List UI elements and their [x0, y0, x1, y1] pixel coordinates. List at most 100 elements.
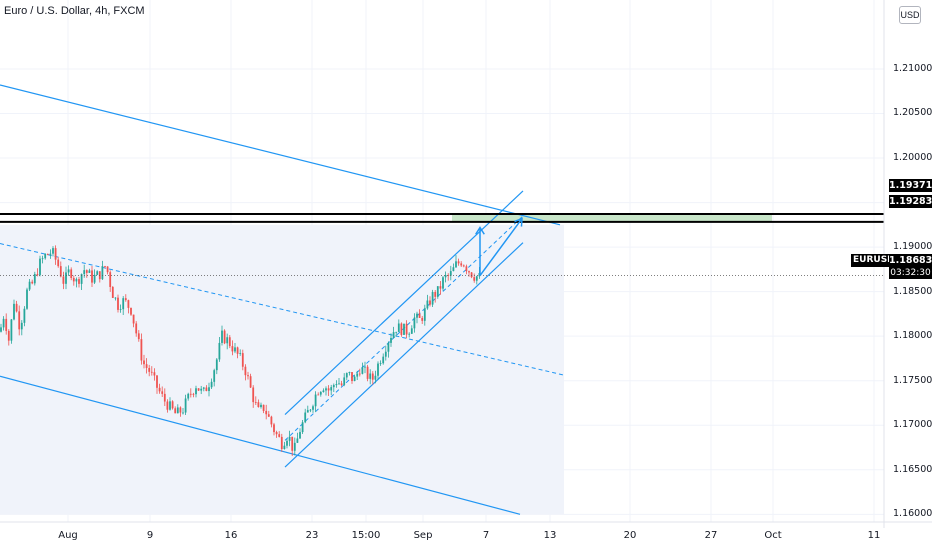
candle-body-142	[369, 373, 372, 379]
candle-body-108	[280, 436, 283, 450]
candle-body-71	[184, 398, 187, 413]
candle-body-106	[275, 432, 278, 435]
time-tick-2: 16	[224, 530, 238, 541]
candle-body-69	[179, 407, 182, 413]
candle-body-12	[31, 281, 34, 284]
candle-body-109	[283, 445, 286, 450]
candle-body-112	[291, 436, 294, 451]
candle-body-141	[366, 366, 369, 379]
candle-body-126	[327, 388, 330, 391]
chart-overlays	[0, 213, 884, 277]
candle-body-23	[59, 266, 62, 277]
candle-body-63	[163, 393, 166, 402]
candle-body-97	[252, 387, 255, 403]
candle-body-65	[169, 401, 171, 410]
candle-body-127	[330, 387, 333, 391]
candle-body-107	[278, 434, 281, 437]
candle-body-122	[317, 394, 320, 396]
candle-body-111	[288, 436, 291, 441]
time-tick-5: Sep	[413, 530, 433, 541]
candle-body-36	[93, 274, 96, 283]
candle-body-158	[410, 328, 413, 334]
candle-body-163	[423, 308, 426, 321]
candle-body-145	[377, 363, 379, 376]
candle-body-18	[46, 253, 49, 255]
candle-body-43	[111, 286, 114, 298]
candle-body-89	[231, 346, 234, 352]
candle-body-58	[150, 371, 153, 373]
candle-body-105	[273, 424, 275, 433]
candle-body-85	[221, 330, 223, 343]
candle-body-183	[475, 276, 478, 281]
candle-body-176	[457, 261, 460, 264]
outer-channel-lower	[0, 375, 521, 515]
candle-body-181	[470, 272, 473, 278]
channel-shaded-region	[0, 224, 564, 515]
candle-body-29	[75, 279, 78, 282]
candle-body-175	[455, 261, 457, 268]
symbol-tag: EURUSD	[851, 254, 897, 267]
candle-body-180	[468, 271, 470, 273]
time-tick-0: Aug	[58, 530, 78, 541]
candle-body-80	[208, 387, 210, 392]
candle-body-35	[91, 270, 93, 283]
candle-body-154	[400, 323, 403, 335]
time-tick-6: 7	[482, 530, 490, 541]
candle-body-74	[192, 393, 195, 395]
price-tick-5: 1.18500	[893, 285, 932, 297]
candle-body-49	[127, 300, 130, 308]
candle-body-155	[403, 323, 405, 335]
candle-body-42	[109, 272, 112, 287]
candle-body-99	[257, 402, 260, 408]
candle-body-68	[176, 407, 179, 414]
candle-body-124	[322, 390, 325, 392]
candle-body-10	[26, 289, 28, 309]
candle-body-95	[247, 375, 249, 377]
candle-body-156	[405, 323, 408, 335]
candle-body-46	[119, 309, 122, 311]
candle-body-161	[418, 313, 421, 318]
chart-drawings	[0, 84, 772, 515]
candle-body-139	[361, 367, 364, 374]
candle-body-170	[442, 277, 444, 289]
candle-body-149	[387, 342, 390, 352]
candle-body-30	[78, 279, 80, 284]
candle-body-48	[124, 298, 127, 301]
candle-body-100	[260, 404, 262, 408]
candle-body-128	[332, 385, 335, 388]
time-tick-10: Oct	[764, 530, 782, 541]
candle-body-173	[449, 271, 452, 276]
candle-body-7	[18, 311, 21, 330]
price-tick-9: 1.16500	[893, 463, 932, 475]
candle-body-172	[447, 275, 450, 276]
chart-title: Euro / U.S. Dollar, 4h, FXCM	[4, 5, 145, 17]
candle-body-162	[421, 317, 424, 321]
candle-body-110	[286, 440, 288, 446]
candle-body-6	[15, 303, 18, 312]
time-tick-9: 27	[704, 530, 718, 541]
candle-body-37	[96, 271, 99, 275]
candle-body-34	[88, 270, 91, 273]
candle-body-64	[166, 401, 169, 410]
inner-channel-lower	[284, 242, 524, 468]
candle-body-160	[416, 313, 418, 318]
candlestick-series	[0, 245, 481, 457]
candle-body-151	[392, 332, 395, 338]
candle-body-153	[397, 323, 400, 332]
candle-body-70	[182, 412, 184, 414]
candle-body-75	[195, 388, 197, 395]
candle-body-121	[314, 394, 317, 407]
candle-body-96	[249, 376, 252, 388]
candle-body-146	[379, 363, 382, 365]
price-tick-4: 1.19000	[893, 241, 932, 253]
projection-arrow-diagonal	[479, 218, 523, 277]
candle-body-32	[83, 270, 86, 275]
candle-body-133	[345, 373, 348, 378]
candle-body-83	[215, 359, 218, 371]
candle-body-93	[241, 353, 244, 367]
level-price-label-2: 1.19283	[889, 195, 932, 208]
time-tick-11: 11	[867, 530, 881, 541]
currency-selector[interactable]: USD	[899, 6, 921, 24]
candle-body-0	[0, 327, 2, 332]
